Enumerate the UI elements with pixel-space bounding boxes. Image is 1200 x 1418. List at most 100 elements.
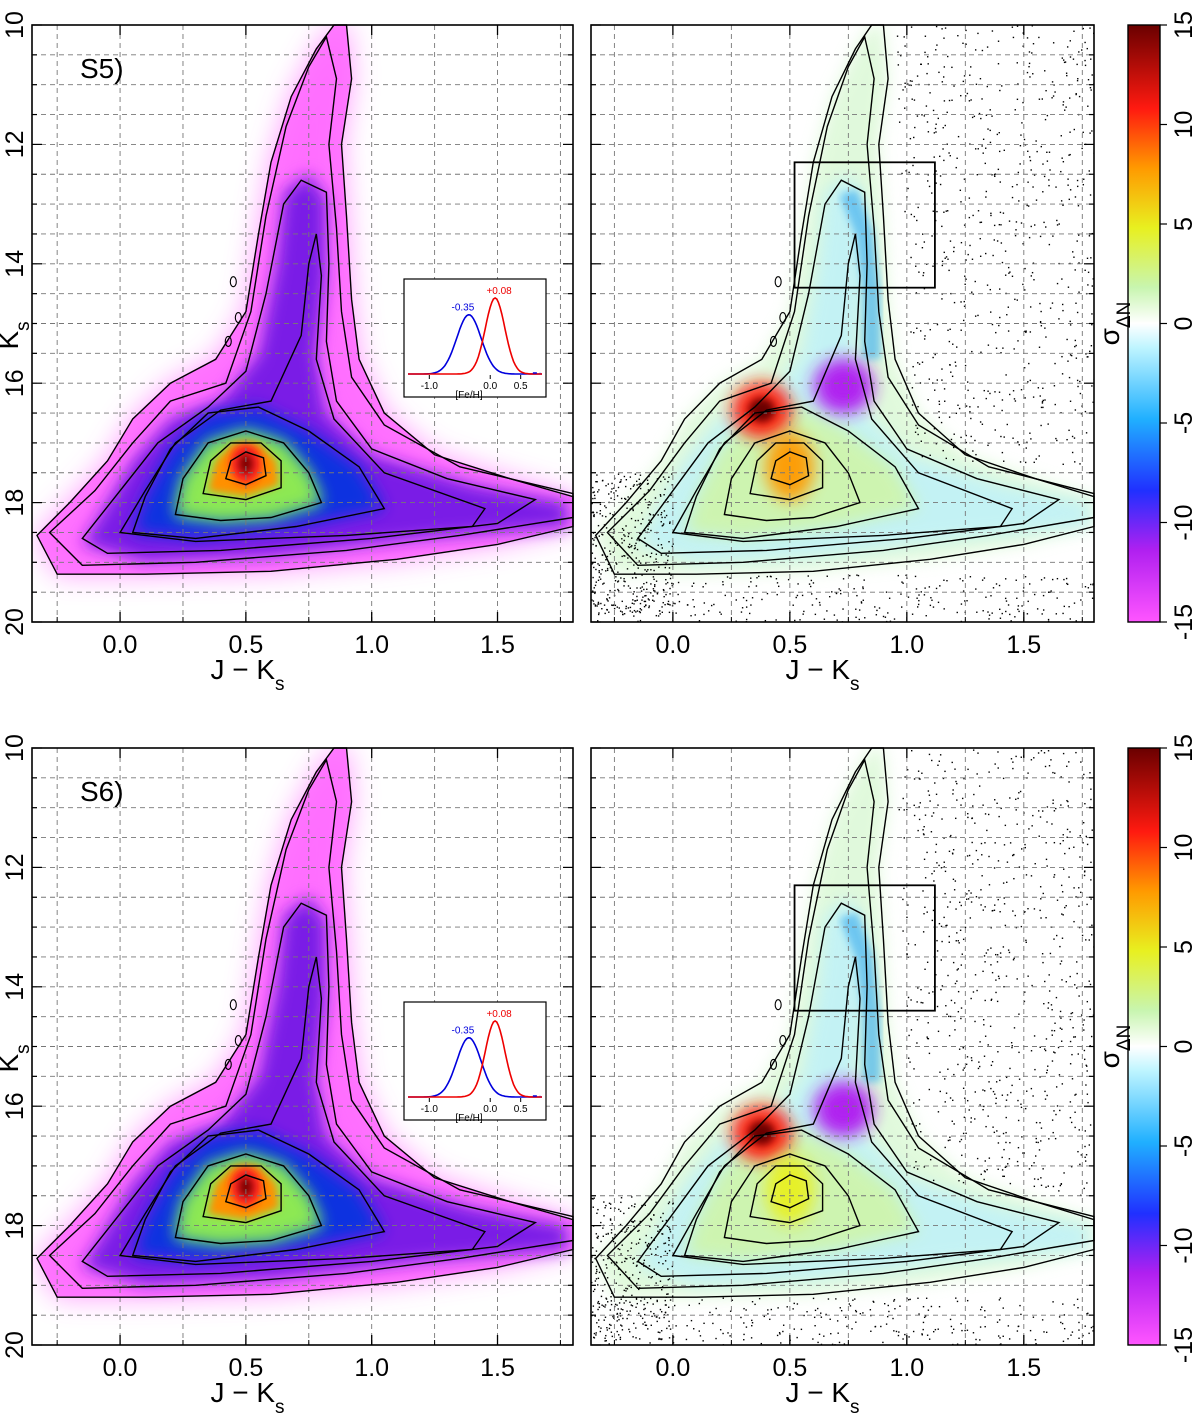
contour-blob	[234, 1034, 242, 1047]
y-tick-label: 18	[1, 489, 29, 517]
residual-feature-core	[748, 1121, 775, 1146]
contour-line	[81, 179, 538, 555]
colorbar-tick-label: -5	[1170, 1135, 1198, 1157]
inset-series-label: -0.35	[452, 303, 475, 314]
contour-line	[224, 451, 267, 486]
panel-right-1: 0.0 0.5 1.0 1.5 J − Ks	[590, 747, 1095, 1418]
residual-feature-core	[830, 374, 857, 399]
x-tick-label: 0.5	[772, 1354, 807, 1382]
noise-dots	[591, 25, 1094, 622]
inset-gaussian-curve	[408, 1020, 542, 1098]
contour-line	[202, 1165, 282, 1224]
contour-line	[683, 406, 920, 540]
contour-blob	[229, 999, 237, 1011]
x-tick-label: 1.5	[1006, 631, 1041, 659]
x-tick-label: 0.5	[229, 631, 264, 659]
inset-gaussian-curve	[408, 297, 542, 375]
grid	[591, 748, 1094, 1345]
contour-line	[723, 1153, 861, 1245]
contour-line	[636, 902, 1061, 1278]
colorbar-tick-label: 10	[1170, 111, 1198, 139]
colorbar-1: -15 -10 -5 0 5 10 15 σΔN	[1094, 734, 1198, 1363]
x-tick-label: 1.0	[889, 1354, 924, 1382]
inset-series-label: +0.08	[486, 1009, 512, 1020]
x-tick-label: 0.0	[656, 1354, 691, 1382]
contour-line	[770, 451, 810, 486]
x-tick-label: 0.0	[103, 631, 138, 659]
contour-blob	[224, 335, 232, 347]
colorbar-tick-label: 5	[1170, 940, 1198, 954]
inset-tick-label: 0.5	[514, 1104, 528, 1115]
x-axis-title: J − Ks	[785, 1377, 859, 1418]
contour-blob	[769, 335, 778, 347]
x-tick-label: 0.0	[656, 631, 691, 659]
contour-line	[36, 747, 574, 1298]
contour-line	[131, 1129, 386, 1263]
colorbar-tick-label: -5	[1170, 412, 1198, 434]
x-tick-label: 0.5	[229, 1354, 264, 1382]
x-axis-title: J − Ks	[785, 654, 859, 695]
contour-line	[131, 406, 386, 540]
colorbar-tick-label: 0	[1170, 1040, 1198, 1054]
density-peak-core	[238, 453, 253, 474]
y-tick-label: 12	[1, 853, 29, 881]
colorbar-tick-label: 5	[1170, 217, 1198, 231]
colorbar-title: σΔN	[1094, 1025, 1135, 1069]
contour-line	[606, 757, 1095, 1290]
colorbar-gradient	[1127, 24, 1161, 623]
contour-line	[723, 430, 861, 522]
contour-blob	[224, 1058, 232, 1070]
y-axis-title: Ks	[0, 321, 34, 349]
contour-line	[770, 1174, 810, 1209]
contour-blob	[774, 999, 782, 1011]
contour-blob	[234, 311, 242, 324]
y-tick-label: 20	[1, 608, 29, 636]
y-tick-label: 14	[1, 973, 29, 1001]
contour-line	[683, 1129, 920, 1263]
inset-tick-label: 0.0	[483, 381, 497, 392]
y-tick-label: 18	[1, 1212, 29, 1240]
contour-line	[671, 233, 1014, 543]
y-tick-label: 14	[1, 250, 29, 278]
contour-blob	[769, 1058, 778, 1070]
inset-tick-label: -1.0	[421, 1104, 439, 1115]
metallicity-inset: -0.35 +0.08 -1.0 0.0 0.5 [Fe/H]	[403, 1001, 547, 1124]
inset-frame	[403, 1001, 547, 1121]
x-tick-label: 1.0	[889, 631, 924, 659]
contour-line	[749, 442, 824, 501]
inset-series-label: +0.08	[486, 286, 512, 297]
residual-feature-core	[830, 1097, 857, 1122]
metallicity-inset: -0.35 +0.08 -1.0 0.0 0.5 [Fe/H]	[403, 278, 547, 401]
noise-dots	[591, 749, 1094, 1345]
contour-line	[594, 24, 1095, 575]
y-tick-label: 20	[1, 1331, 29, 1359]
inset-tick-label: -1.0	[421, 381, 439, 392]
x-tick-label: 1.0	[354, 1354, 389, 1382]
density-contours	[594, 24, 1095, 575]
contour-line	[224, 1174, 267, 1209]
colorbar-tick-label: 10	[1170, 834, 1198, 862]
contour-line	[636, 179, 1061, 555]
y-tick-label: 10	[1, 11, 29, 39]
contour-line	[606, 34, 1095, 567]
contour-line	[36, 24, 574, 575]
residual-branch	[839, 911, 881, 1083]
inset-x-label: [Fe/H]	[455, 390, 482, 401]
inset-tick-label: 0.0	[483, 1104, 497, 1115]
x-tick-label: 1.0	[354, 631, 389, 659]
x-tick-label: 0.5	[772, 631, 807, 659]
inset-tick-label: 0.5	[514, 381, 528, 392]
density-contours	[594, 747, 1095, 1298]
density-contours	[36, 24, 574, 575]
colorbar-tick-label: -15	[1170, 604, 1198, 640]
panel-left-0: 0.0 0.5 1.0 1.5 10 12 14 16 18 20 J − Ks Ks S5) -0.35…	[0, 11, 574, 695]
contour-line	[174, 430, 323, 522]
contour-line	[118, 233, 487, 543]
colorbar-tick-label: -10	[1170, 504, 1198, 540]
contour-line	[48, 35, 574, 567]
colorbar-title: σΔN	[1094, 302, 1135, 346]
y-tick-label: 16	[1, 369, 29, 397]
residual-branch	[839, 188, 881, 360]
selection-box	[793, 884, 936, 1012]
